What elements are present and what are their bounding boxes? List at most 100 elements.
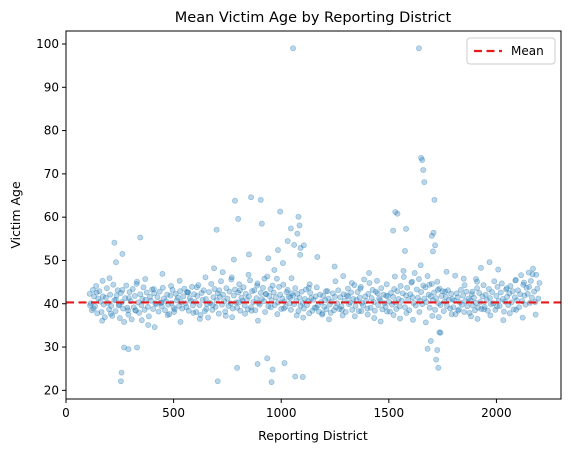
points-layer [86,45,543,386]
scatter-point [277,291,284,298]
scatter-point [210,294,217,301]
scatter-point [100,293,106,300]
y-tick-label: 30 [44,340,59,354]
scatter-point [357,285,364,292]
scatter-point [91,293,97,300]
scatter-point [118,369,125,376]
scatter-point [232,286,238,293]
scatter-point [300,242,307,249]
scatter-point [433,356,440,363]
scatter-point [185,307,192,314]
scatter-point [120,305,126,312]
scatter-point [364,305,371,312]
scatter-point [209,302,216,308]
scatter-point [170,304,177,311]
scatter-point [290,45,296,52]
scatter-point [326,316,332,323]
scatter-point [131,293,138,299]
scatter-point [481,306,487,313]
scatter-point [280,305,287,312]
scatter-point [335,287,342,294]
scatter-point [236,287,243,294]
y-tick-label: 70 [44,167,59,181]
scatter-point [277,208,284,215]
scatter-point [297,303,304,309]
scatter-point [416,276,422,282]
scatter-point [461,282,468,289]
scatter-point [480,282,487,289]
scatter-point [499,296,506,302]
scatter-point [486,259,493,266]
scatter-point [495,266,502,273]
scatter-point [213,226,220,233]
scatter-point [242,290,249,297]
scatter-point [201,308,208,315]
scatter-point [179,305,186,312]
scatter-point [308,295,315,302]
scatter-point [298,288,305,295]
scatter-point [325,295,332,302]
scatter-point [483,296,490,303]
scatter-point [269,366,276,373]
chart-title: Mean Victim Age by Reporting District [175,10,452,26]
scatter-point [434,347,441,353]
scatter-point [402,304,408,311]
scatter-point [339,306,345,313]
scatter-point [159,270,166,277]
scatter-point [90,286,96,293]
scatter-point [149,286,155,293]
legend: Mean [466,37,556,65]
scatter-point [496,303,503,309]
scatter-point [255,317,261,324]
scatter-point [264,355,271,362]
scatter-point [117,378,124,385]
scatter-point [230,292,237,299]
scatter-point [159,284,166,291]
scatter-point [432,242,438,249]
scatter-point [261,298,267,305]
scatter-point [452,311,459,318]
scatter-point [355,308,362,315]
scatter-point [313,304,319,311]
scatter-point [533,271,540,278]
scatter-point [532,311,539,318]
scatter-point [206,289,213,295]
scatter-point [510,306,517,313]
scatter-point [270,289,277,296]
legend-mean-label: Mean [511,44,544,58]
x-axis-label: Reporting District [258,428,368,443]
scatter-point [442,293,449,300]
scatter-point [352,303,359,309]
scatter-point [279,295,286,302]
scatter-point [133,280,140,287]
scatter-point [235,215,242,222]
scatter-point [299,374,306,380]
scatter-point [383,281,390,288]
scatter-point [474,285,480,292]
scatter-point [202,274,209,281]
scatter-point [292,373,299,380]
scatter-point [287,306,294,313]
scatter-point [285,293,292,300]
scatter-point [366,280,373,286]
scatter-point [234,364,240,371]
scatter-point [280,281,287,288]
scatter-point [482,291,489,298]
scatter-point [193,284,200,291]
scatter-point [402,248,408,254]
scatter-point [305,284,312,291]
scatter-point [114,287,121,294]
scatter-point [426,281,433,288]
scatter-point [379,306,386,313]
scatter-point [388,290,394,296]
scatter-point [171,306,178,313]
scatter-point [199,296,206,303]
scatter-point [323,306,330,313]
scatter-point [438,293,445,299]
scatter-point [113,259,119,266]
scatter-point [228,276,235,283]
scatter-point [509,288,516,295]
x-tick-label: 2000 [481,406,512,420]
scatter-point [431,289,437,296]
scatter-point [235,299,242,306]
